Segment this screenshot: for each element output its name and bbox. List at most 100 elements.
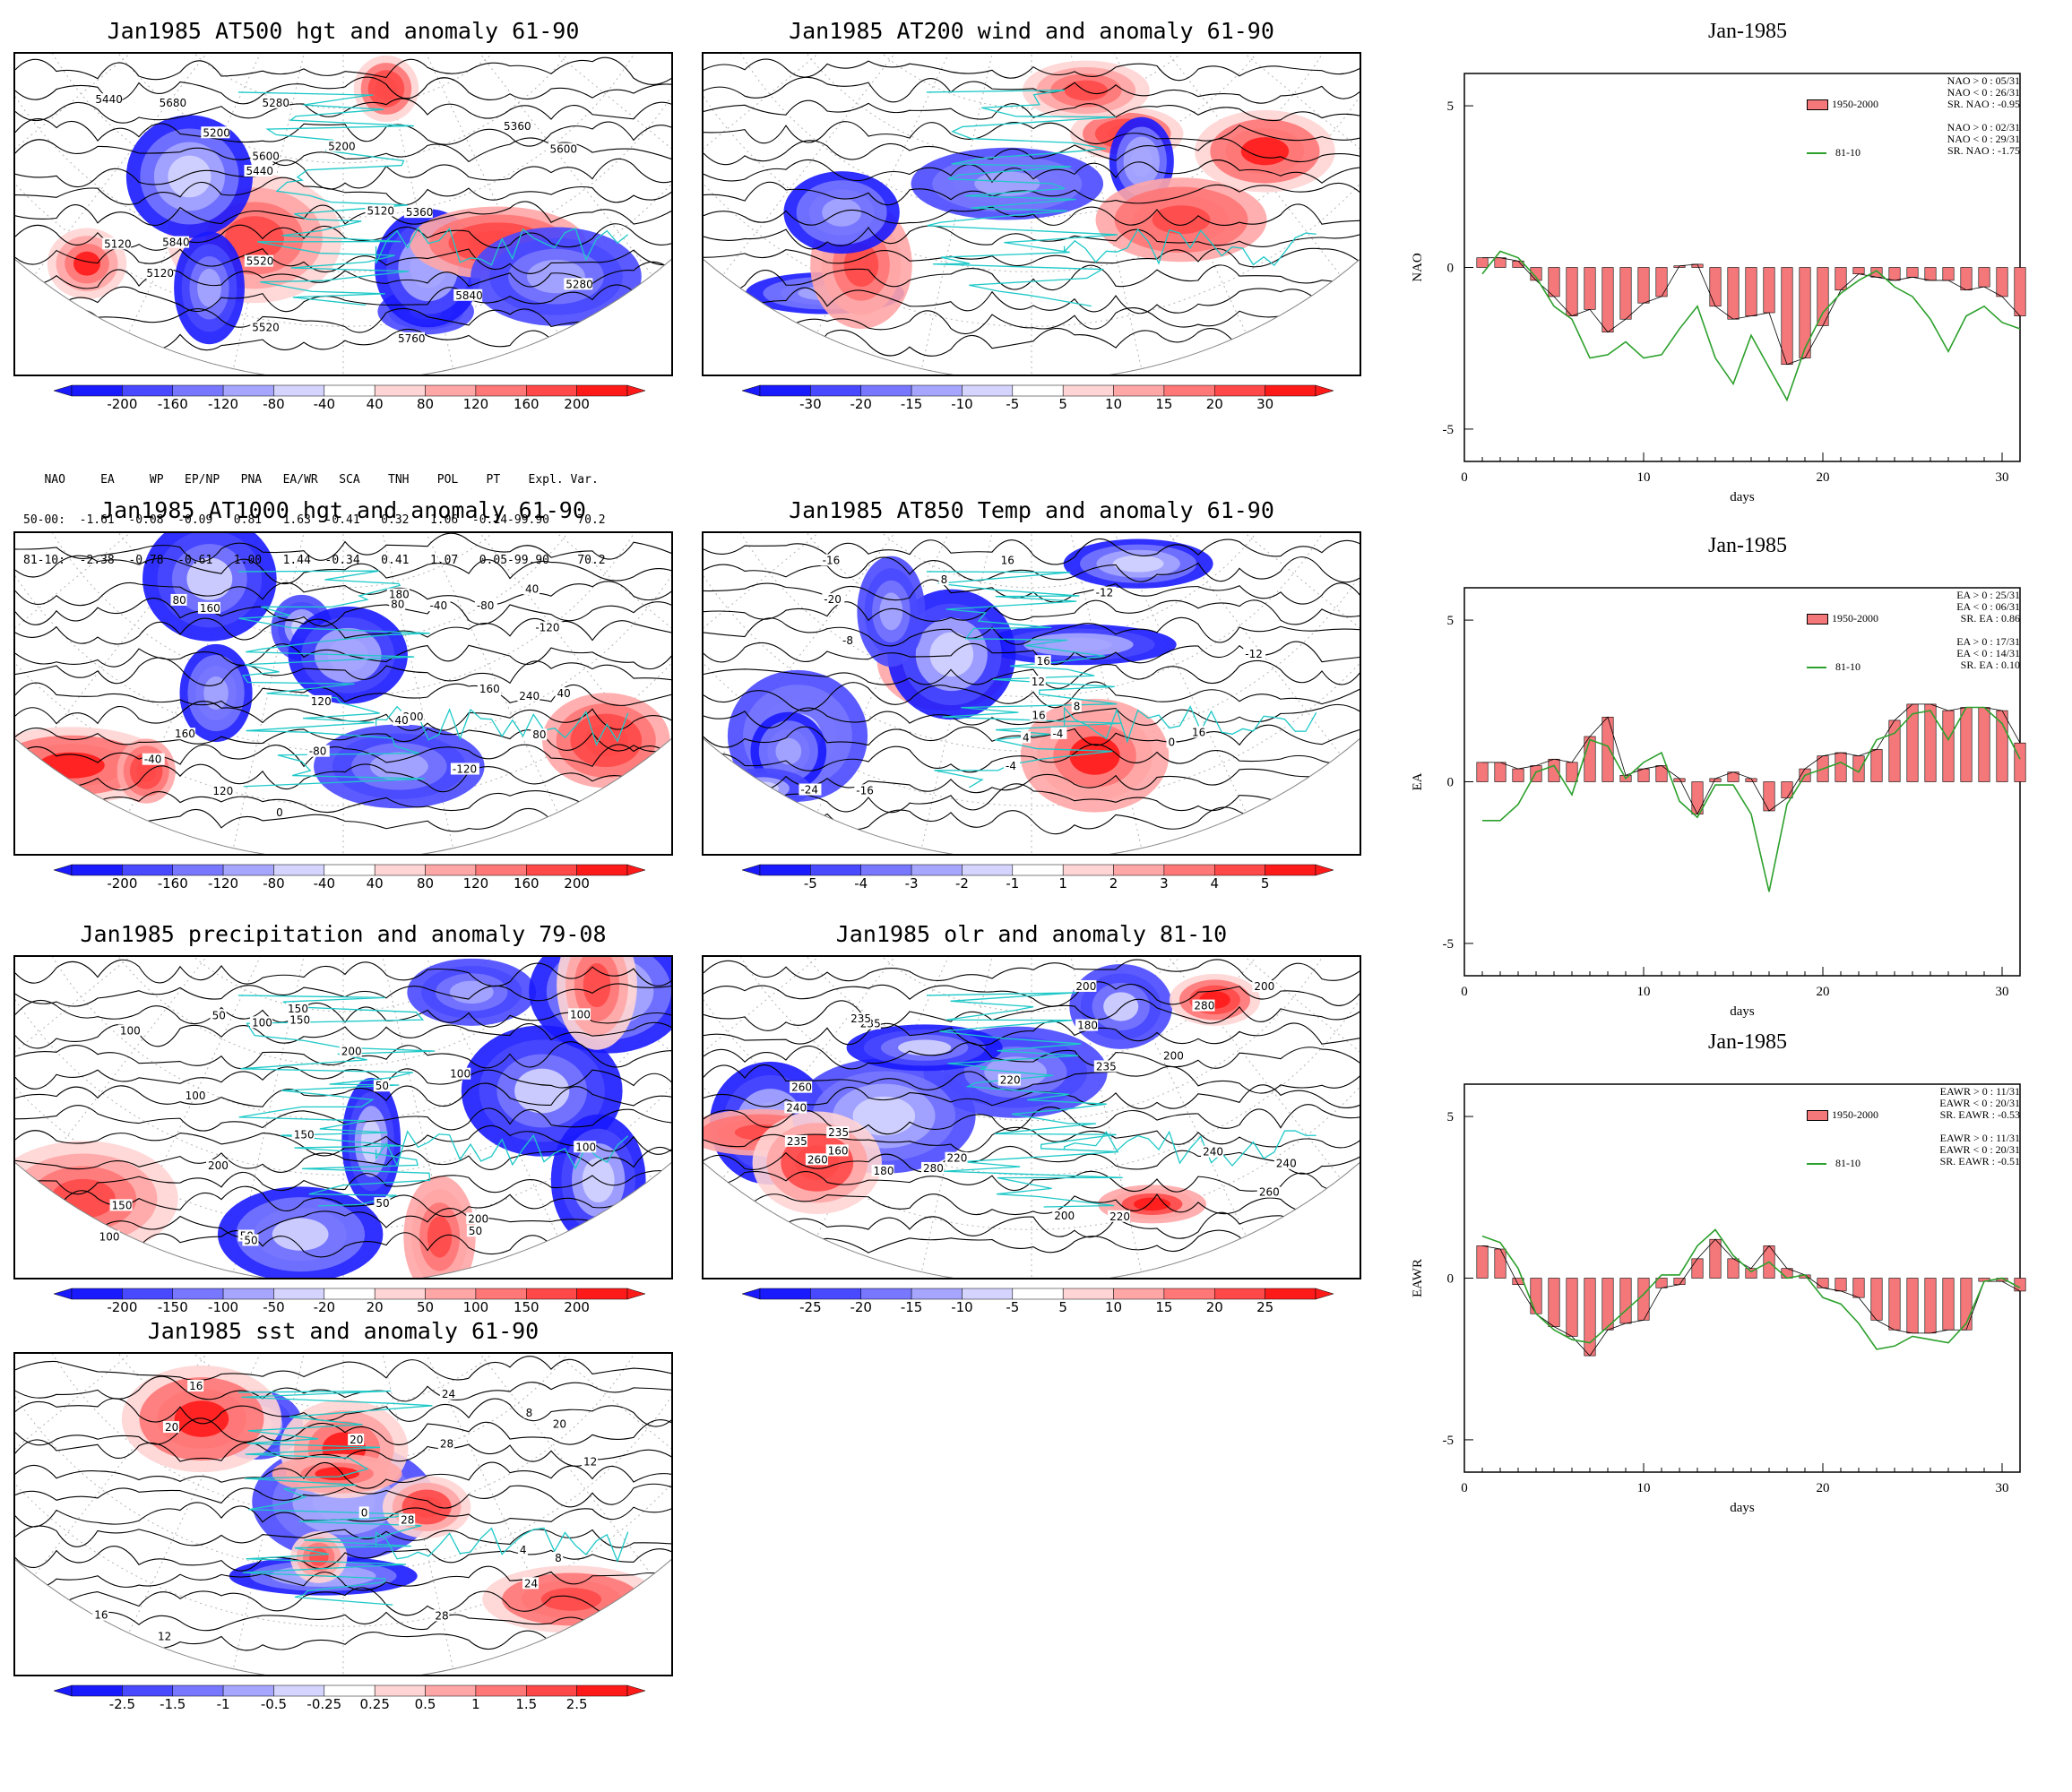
map-colorbar: -200 -160 -120 -80 -40 40 80 120 160 200 [53,383,646,416]
colorbar-labels: -200 -160 -120 -80 -40 40 80 120 160 200 [54,396,645,414]
contour-label: 100 [568,1008,591,1021]
contour-line [15,76,671,105]
svg-text:80: 80 [173,594,186,607]
timeseries-title: Jan-1985 [1708,1030,1787,1054]
contour-label: 5440 [244,165,273,177]
colorbar-tick-label: -15 [900,396,923,412]
bar-day-14 [1709,267,1722,307]
bar-day-22 [1852,267,1865,275]
colorbar-tick-label: 5 [1260,875,1270,892]
bar-day-6 [1566,267,1578,316]
contour-label: 16 [1034,655,1051,668]
contour-line [704,1042,1360,1070]
colorbar-segment [576,1288,628,1300]
contour-label: 235 [849,1012,872,1025]
colorbar-segment [1012,1288,1064,1300]
y-tick-label: -5 [1443,423,1455,437]
colorbar-tick-label: -200 [107,396,138,412]
legend-stat: EAWR > 0 : 11/31 [1939,1132,2020,1144]
colorbar-tick-label: 20 [1205,1299,1223,1315]
colorbar-tick-label: -20 [850,1299,872,1315]
contour-label: 16 [1030,709,1047,721]
svg-text:220: 220 [946,1152,967,1165]
svg-text:180: 180 [389,589,410,601]
contour-label: 240 [517,689,540,702]
svg-text:8: 8 [1074,701,1081,713]
map-colorbar: -5 -4 -3 -2 -1 1 2 3 4 5 [741,863,1334,895]
bar-day-31 [2014,267,2026,316]
x-tick-label: 20 [1817,985,1830,999]
svg-text:-12: -12 [1245,648,1263,660]
coastline [375,1527,629,1564]
colorbar-tick-label: -1 [216,1696,230,1712]
bar-day-25 [1906,1278,1919,1334]
svg-text:150: 150 [294,1128,315,1141]
legend-stat: EA > 0 : 25/31 [1956,589,2020,601]
svg-text:40: 40 [557,687,570,700]
anomaly-shading [197,268,221,307]
svg-text:5360: 5360 [406,206,434,219]
svg-text:4: 4 [1023,731,1030,744]
svg-text:150: 150 [112,1199,133,1211]
svg-text:180: 180 [874,1165,894,1177]
contour-label: 20 [550,1417,567,1431]
svg-text:5840: 5840 [455,289,483,302]
svg-text:120: 120 [212,785,233,797]
contour-line [704,58,1360,82]
bar-day-18 [1781,267,1793,366]
svg-text:12: 12 [158,1631,171,1643]
latitude-circle [15,998,671,1176]
colorbar-over-triangle [626,384,646,397]
contour-label: 0 [1166,736,1177,749]
bar-day-20 [1817,267,1829,326]
colorbar-tick-label: -2.5 [108,1696,135,1712]
colorbar-tick-label: -5 [803,875,817,892]
colorbar-segment [374,384,426,397]
y-axis-label: EAWR [1411,1259,1425,1297]
svg-text:200: 200 [341,1046,362,1058]
colorbar-labels: -30 -20 -15 -10 -5 5 10 15 20 30 [742,396,1334,414]
contour-line [704,659,1360,689]
svg-text:5760: 5760 [398,332,426,345]
contour-label: 5120 [144,267,174,280]
contour-label: 240 [784,1101,807,1115]
colorbar-tick-label: 100 [462,1299,489,1315]
colorbar-segment [759,384,811,397]
contour-label: 40 [555,687,572,700]
contour-label: 180 [1075,1019,1099,1032]
contour-line [704,305,1360,335]
bar-day-28 [1960,267,1973,291]
svg-text:200: 200 [1254,980,1274,993]
svg-text:8: 8 [526,1407,533,1419]
contour-label: 20 [348,1434,365,1446]
contour-label: 40 [523,582,540,596]
svg-text:0: 0 [361,1506,368,1519]
contour-label: 160 [477,682,500,695]
svg-text:12: 12 [583,1455,597,1468]
colorbar-segment [71,864,123,876]
contour-line [15,617,671,645]
x-tick-label: 10 [1637,470,1651,485]
colorbar-tick-label: -3 [904,875,919,892]
anomaly-shading [584,724,628,757]
coastline [237,1390,433,1606]
map-canvas: 2001001502001501005050150501001501005020… [15,957,671,1278]
colorbar-segment [1113,864,1165,876]
contour-line [15,1398,671,1427]
svg-text:5200: 5200 [328,140,356,152]
bar-day-22 [1852,1278,1865,1298]
contour-label: 5200 [326,140,356,152]
contour-label: 235 [784,1134,807,1148]
colorbar-segment [122,1288,173,1300]
contour-label: 16 [187,1380,204,1392]
colorbar-tick-label: -20 [313,1299,336,1315]
map-colorbar: -200 -160 -120 -80 -40 40 80 120 160 200 [53,863,646,895]
colorbar-tick-label: -20 [850,396,872,412]
colorbar-segment [962,864,1014,876]
colorbar-segment [475,1684,527,1697]
svg-text:50: 50 [376,1197,389,1210]
bar-day-5 [1548,758,1560,782]
svg-text:260: 260 [791,1081,812,1094]
legend-stat: SR. NAO : -0.95 [1947,98,2020,110]
map-plot-area: 5120 5200 5280 5120 5280 5200 5360 5440 5520 5600… [13,52,673,376]
